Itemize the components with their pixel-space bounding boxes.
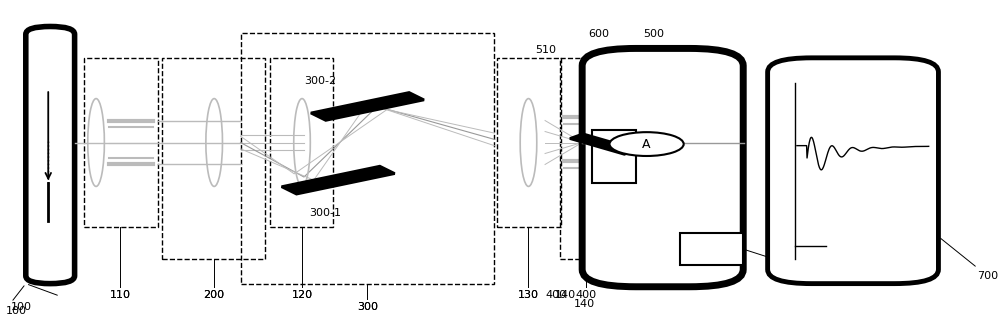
Bar	[270, 58, 333, 227]
FancyBboxPatch shape	[311, 93, 424, 120]
FancyBboxPatch shape	[26, 26, 75, 284]
Text: 200: 200	[204, 290, 225, 300]
Text: 500: 500	[643, 29, 664, 39]
Bar	[84, 58, 158, 227]
FancyBboxPatch shape	[282, 166, 395, 194]
FancyBboxPatch shape	[768, 58, 938, 284]
Text: 120: 120	[291, 290, 313, 300]
Bar	[592, 130, 636, 183]
Bar	[560, 58, 613, 258]
Text: 100: 100	[6, 306, 27, 315]
Text: 140: 140	[555, 290, 576, 300]
FancyBboxPatch shape	[582, 48, 743, 287]
Text: 300: 300	[357, 302, 378, 312]
Text: A: A	[642, 137, 651, 151]
Text: 600: 600	[588, 29, 609, 39]
Bar	[241, 33, 494, 284]
Circle shape	[609, 132, 684, 156]
Text: 110: 110	[110, 290, 131, 300]
Bar	[680, 234, 743, 265]
Bar	[497, 58, 561, 227]
Text: 800: 800	[604, 189, 625, 200]
Text: 300-2: 300-2	[304, 76, 336, 86]
Text: 100: 100	[11, 302, 32, 312]
Text: 700: 700	[977, 271, 999, 281]
Text: 140: 140	[574, 299, 595, 309]
Text: 300: 300	[357, 302, 378, 312]
Text: 130: 130	[518, 290, 539, 300]
Text: 110: 110	[110, 290, 131, 300]
Text: 200: 200	[204, 290, 225, 300]
Text: 400: 400	[576, 290, 597, 300]
Text: 120: 120	[291, 290, 313, 300]
Text: 400: 400	[545, 290, 566, 300]
Bar	[162, 58, 265, 258]
Text: 900: 900	[782, 263, 803, 273]
Text: 300-1: 300-1	[309, 208, 341, 219]
FancyBboxPatch shape	[570, 134, 637, 154]
Text: 130: 130	[518, 290, 539, 300]
Text: 510: 510	[536, 45, 557, 55]
